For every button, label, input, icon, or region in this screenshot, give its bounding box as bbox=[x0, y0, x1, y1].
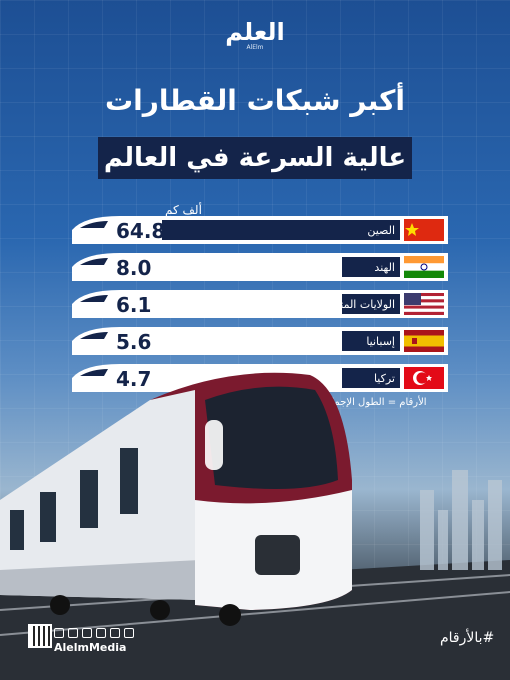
brand-logo: العلم bbox=[225, 18, 285, 46]
value-label: 64.8 bbox=[116, 219, 165, 243]
title-line-2: عالية السرعة في العالم bbox=[103, 143, 407, 173]
usa-flag bbox=[404, 293, 444, 315]
twitter-icon bbox=[68, 628, 78, 638]
value-label: 5.6 bbox=[116, 330, 151, 354]
value-label: 8.0 bbox=[116, 256, 151, 280]
china-flag bbox=[404, 219, 444, 241]
india-flag bbox=[404, 256, 444, 278]
bar bbox=[162, 220, 400, 240]
bar bbox=[342, 368, 400, 388]
unit-label: ألف كم bbox=[165, 203, 202, 217]
turkey-flag bbox=[404, 367, 444, 389]
brand-logo-sub: AlElm bbox=[246, 44, 264, 51]
bar bbox=[342, 257, 400, 277]
qr-code bbox=[28, 624, 52, 648]
train-lower-side bbox=[0, 560, 200, 600]
social-handle: AlelmMedia bbox=[54, 641, 127, 654]
spain-flag bbox=[404, 330, 444, 352]
train-side bbox=[0, 385, 200, 600]
chart-note: الأرقام = الطول الإجمالي bbox=[320, 397, 427, 408]
train-windshield bbox=[205, 386, 338, 489]
title-line-2-box: عالية السرعة في العالم bbox=[98, 137, 412, 179]
card-nose-window bbox=[80, 369, 108, 376]
category-label: تركيا bbox=[374, 372, 395, 385]
train-wheels bbox=[50, 595, 241, 626]
train-coupler bbox=[255, 535, 300, 575]
card-nose-window bbox=[80, 258, 108, 265]
value-label: 4.7 bbox=[116, 367, 151, 391]
category-label: الهند bbox=[374, 261, 395, 274]
card-nose-window bbox=[80, 221, 108, 228]
train-windows bbox=[10, 448, 138, 550]
bar bbox=[342, 294, 400, 314]
city-skyline bbox=[420, 470, 502, 570]
category-label: إسبانيا bbox=[366, 335, 395, 348]
category-label: الصين bbox=[367, 224, 395, 237]
rail-line bbox=[0, 591, 510, 636]
youtube-icon bbox=[96, 628, 106, 638]
card-nose-window bbox=[80, 295, 108, 302]
category-label: الولايات المتحدة bbox=[322, 298, 395, 311]
bar bbox=[342, 331, 400, 351]
card-nose-window bbox=[80, 332, 108, 339]
tiktok-icon bbox=[110, 628, 120, 638]
train-headlight bbox=[205, 420, 223, 470]
snapchat-icon bbox=[124, 628, 134, 638]
bar-chart: الصين 64.8 الهند 8.0 الولايات المتحدة 6.1 إسبا… bbox=[80, 219, 444, 391]
value-label: 6.1 bbox=[116, 293, 151, 317]
facebook-icon bbox=[54, 628, 64, 638]
instagram-icon bbox=[82, 628, 92, 638]
social-icons bbox=[54, 628, 134, 638]
train-illustration bbox=[0, 372, 510, 680]
hashtag: #بالأرقام bbox=[440, 630, 495, 646]
title-line-1: أكبر شبكات القطارات bbox=[104, 84, 406, 117]
